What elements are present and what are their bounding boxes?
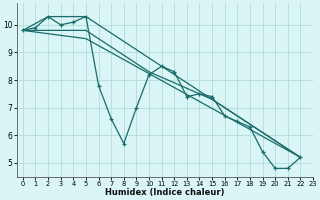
X-axis label: Humidex (Indice chaleur): Humidex (Indice chaleur): [105, 188, 225, 197]
